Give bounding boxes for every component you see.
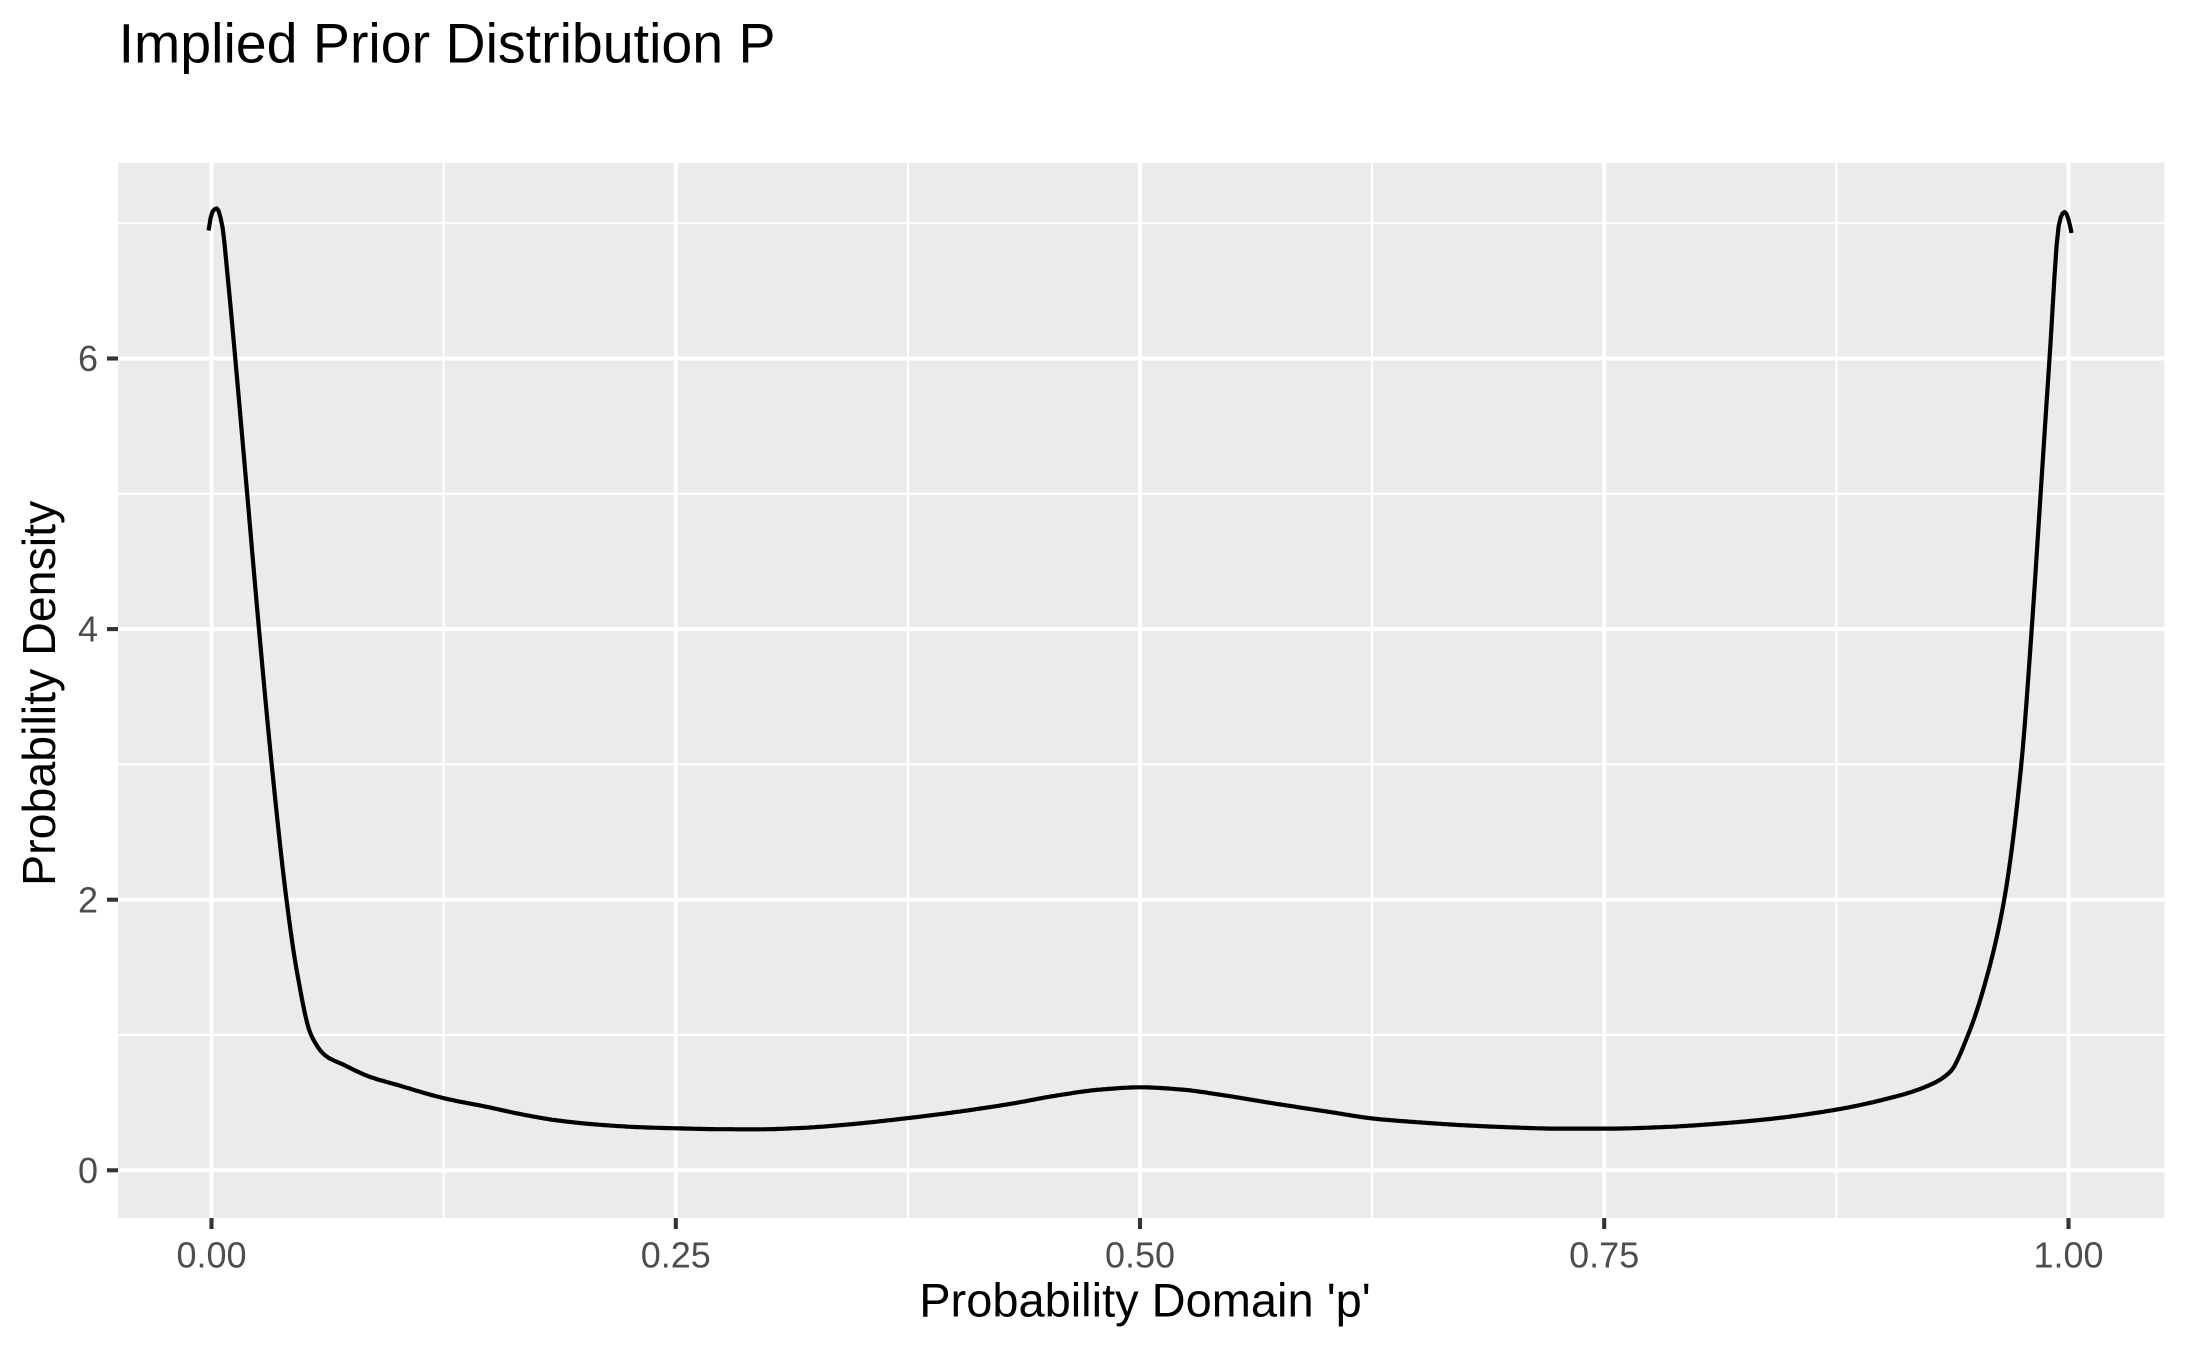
svg-text:1.00: 1.00 — [2033, 1235, 2103, 1276]
svg-text:0.00: 0.00 — [176, 1235, 246, 1276]
svg-text:0: 0 — [78, 1150, 98, 1191]
svg-text:0.75: 0.75 — [1569, 1235, 1639, 1276]
svg-text:Probability Density: Probability Density — [13, 500, 65, 886]
svg-text:Probability Domain 'p': Probability Domain 'p' — [919, 1273, 1371, 1326]
svg-text:0.50: 0.50 — [1105, 1235, 1175, 1276]
svg-text:Implied Prior Distribution P: Implied Prior Distribution P — [119, 13, 776, 75]
svg-text:0.25: 0.25 — [641, 1235, 711, 1276]
svg-text:6: 6 — [78, 338, 98, 379]
svg-text:4: 4 — [78, 609, 98, 650]
svg-text:2: 2 — [78, 879, 98, 920]
